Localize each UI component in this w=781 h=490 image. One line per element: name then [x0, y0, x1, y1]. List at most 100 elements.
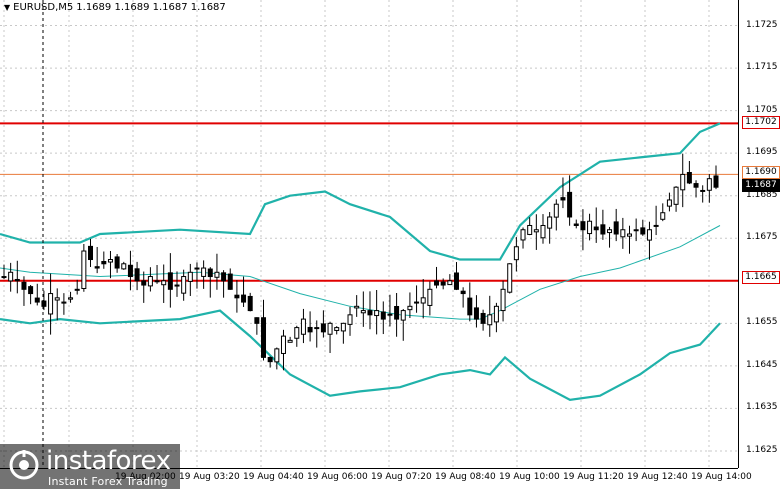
candle-body	[194, 267, 200, 270]
candle-body	[154, 280, 160, 283]
candle-body	[201, 267, 207, 277]
candle-body	[88, 245, 94, 261]
candle-body	[181, 276, 187, 294]
candle-body	[487, 314, 493, 326]
candle-body	[700, 189, 706, 192]
candle-body	[713, 175, 719, 188]
time-tick-label: 19 Aug 11:20	[563, 472, 624, 482]
candle-body	[420, 297, 426, 304]
candle-body	[167, 272, 173, 290]
candle-body	[227, 273, 233, 290]
candle-body	[706, 178, 712, 191]
candle-body	[513, 246, 519, 261]
chart-header: ▼ EURUSD,M5 1.1689 1.1689 1.1687 1.1687	[4, 2, 226, 13]
candle-body	[500, 288, 506, 312]
candle-body	[261, 317, 267, 358]
candle-body	[380, 311, 386, 320]
candle-body	[633, 229, 639, 232]
candle-body	[567, 191, 573, 218]
candle-body	[107, 259, 113, 263]
candle-body	[34, 297, 40, 303]
candle-body	[280, 335, 286, 354]
candle-body	[320, 323, 326, 333]
candle-body	[221, 272, 227, 282]
candle-body	[387, 313, 393, 316]
current-price-tag: 1.1687	[742, 179, 780, 192]
price-tick-label: 1.1705	[746, 104, 778, 115]
price-tick-label: 1.1695	[746, 147, 778, 158]
candle-body	[187, 271, 193, 282]
candle-body	[141, 280, 147, 286]
time-tick-label: 19 Aug 10:00	[499, 472, 560, 482]
candle-body	[360, 310, 366, 314]
candle-body	[207, 268, 213, 278]
candle-body	[214, 271, 220, 278]
candle-body	[493, 305, 499, 323]
candle-body	[287, 339, 293, 343]
candle-body	[394, 305, 400, 320]
candle-body	[533, 229, 539, 233]
candle-body	[327, 322, 333, 335]
candle-body	[440, 281, 446, 286]
dropdown-triangle-icon[interactable]: ▼	[4, 3, 11, 12]
time-tick-label: 19 Aug 14:00	[691, 472, 752, 482]
candle-body	[400, 310, 406, 321]
bollinger-upper	[0, 122, 721, 261]
candle-body	[693, 183, 699, 188]
candle-body	[520, 229, 526, 241]
candle-body	[507, 263, 513, 293]
candle-body	[547, 216, 553, 229]
time-tick-label: 19 Aug 04:40	[243, 472, 304, 482]
candle-body	[686, 171, 692, 184]
bollinger-lower	[0, 309, 721, 402]
candle-body	[54, 297, 60, 301]
candle-body	[666, 199, 672, 207]
candle-body	[414, 301, 420, 304]
time-axis[interactable]	[0, 468, 738, 490]
price-tick-label: 1.1715	[746, 62, 778, 73]
bollinger-middle	[0, 225, 721, 320]
candle-body	[114, 256, 120, 269]
symbol-label: EURUSD,M5	[13, 2, 74, 13]
candle-body	[587, 220, 593, 235]
candle-body	[247, 295, 253, 312]
candle-body	[447, 280, 453, 286]
candle-body	[573, 223, 579, 226]
candle-body	[340, 322, 346, 332]
candle-body	[680, 173, 686, 191]
price-chart[interactable]	[0, 0, 738, 468]
price-tick-label: 1.1645	[746, 359, 778, 370]
candle-body	[68, 297, 74, 300]
time-tick-label: 19 Aug 12:40	[627, 472, 688, 482]
candle-body	[28, 286, 34, 295]
candle-body	[74, 288, 80, 291]
price-axis[interactable]	[738, 0, 781, 468]
candle-body	[367, 310, 373, 316]
watermark-tagline: Instant Forex Trading	[48, 475, 168, 488]
ohlc-values: 1.1689 1.1689 1.1687 1.1687	[76, 2, 226, 13]
candle-body	[300, 318, 306, 335]
candle-body	[254, 317, 260, 324]
price-tick-label: 1.1685	[746, 189, 778, 200]
candle-body	[354, 305, 360, 309]
candle-body	[560, 197, 566, 201]
candle-body	[294, 327, 300, 339]
candle-body	[620, 229, 626, 238]
price-tick-label: 1.1625	[746, 444, 778, 455]
instaforex-watermark: instaforex Instant Forex Trading	[0, 444, 180, 489]
candle-body	[660, 212, 666, 220]
candle-body	[553, 203, 559, 218]
candle-body	[101, 260, 107, 265]
candle-body	[407, 305, 413, 311]
candle-body	[234, 294, 240, 299]
candle-body	[673, 186, 679, 205]
candle-body	[427, 288, 433, 306]
candle-body	[467, 297, 473, 316]
candle-body	[41, 300, 47, 307]
candle-body	[314, 327, 320, 330]
candle-body	[94, 266, 100, 269]
candle-body	[460, 290, 466, 295]
candle-body	[646, 229, 652, 241]
price-tick-label: 1.1635	[746, 402, 778, 413]
